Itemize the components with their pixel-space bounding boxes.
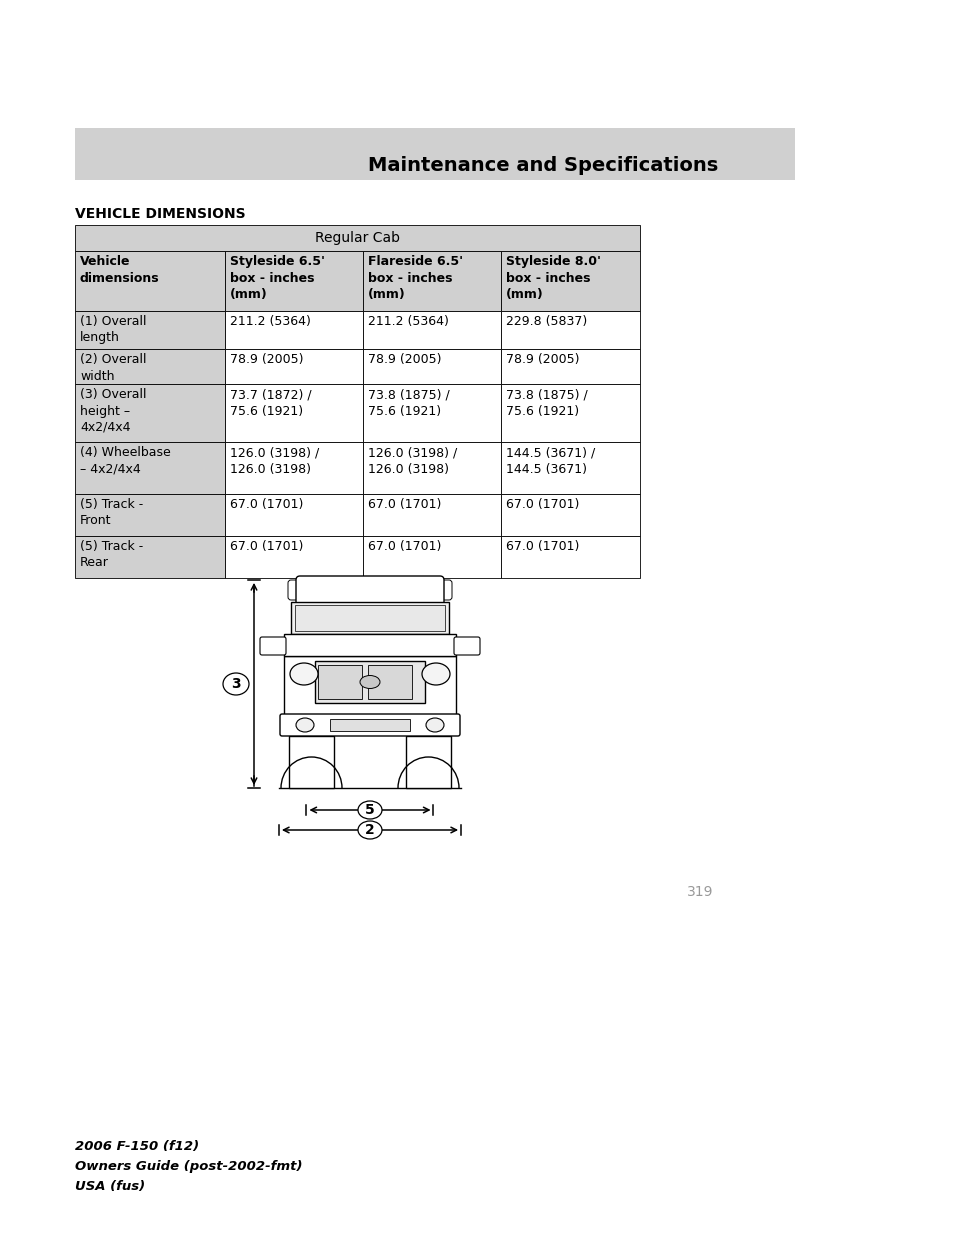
Bar [500, 251, 639, 311]
Bar [225, 442, 363, 494]
FancyBboxPatch shape [280, 714, 459, 736]
Text: 3: 3 [231, 677, 240, 692]
Bar [500, 442, 639, 494]
Bar [500, 494, 639, 536]
Bar [363, 536, 500, 578]
Text: 126.0 (3198) /
126.0 (3198): 126.0 (3198) / 126.0 (3198) [230, 446, 319, 475]
Text: (5) Track -
Front: (5) Track - Front [80, 498, 143, 527]
Text: (1) Overall
length: (1) Overall length [80, 315, 147, 345]
Ellipse shape [421, 663, 450, 685]
Text: Owners Guide (post-2002-fmt): Owners Guide (post-2002-fmt) [75, 1160, 302, 1173]
Bar [75, 442, 225, 494]
Text: Vehicle
dimensions: Vehicle dimensions [80, 254, 159, 284]
Text: (5) Track -
Rear: (5) Track - Rear [80, 540, 143, 569]
Ellipse shape [223, 673, 249, 695]
Text: Flareside 6.5'
box - inches
(mm): Flareside 6.5' box - inches (mm) [368, 254, 462, 301]
Ellipse shape [359, 676, 379, 688]
Text: 144.5 (3671) /
144.5 (3671): 144.5 (3671) / 144.5 (3671) [505, 446, 595, 475]
FancyBboxPatch shape [454, 637, 479, 655]
Text: Regular Cab: Regular Cab [314, 231, 399, 245]
Bar [75, 384, 225, 442]
Bar [363, 494, 500, 536]
Text: (3) Overall
height –
4x2/4x4: (3) Overall height – 4x2/4x4 [80, 388, 147, 433]
Text: 67.0 (1701): 67.0 (1701) [505, 540, 578, 553]
Ellipse shape [295, 718, 314, 732]
Text: 67.0 (1701): 67.0 (1701) [230, 540, 303, 553]
Text: 67.0 (1701): 67.0 (1701) [230, 498, 303, 511]
Text: (4) Wheelbase
– 4x2/4x4: (4) Wheelbase – 4x2/4x4 [80, 446, 171, 475]
Bar [75, 311, 225, 350]
Text: 229.8 (5837): 229.8 (5837) [505, 315, 587, 329]
Bar [500, 311, 639, 350]
FancyBboxPatch shape [260, 637, 286, 655]
Ellipse shape [357, 802, 381, 819]
Bar [75, 350, 225, 384]
Text: 78.9 (2005): 78.9 (2005) [230, 353, 303, 366]
Text: 73.8 (1875) /
75.6 (1921): 73.8 (1875) / 75.6 (1921) [505, 388, 587, 417]
Text: 78.9 (2005): 78.9 (2005) [505, 353, 578, 366]
Bar [500, 536, 639, 578]
Bar [363, 442, 500, 494]
Bar [368, 664, 412, 699]
Ellipse shape [426, 718, 443, 732]
Bar [75, 225, 639, 251]
Text: 73.8 (1875) /
75.6 (1921): 73.8 (1875) / 75.6 (1921) [368, 388, 449, 417]
Text: 2006 F-150 (f12): 2006 F-150 (f12) [75, 1140, 199, 1153]
Bar [330, 719, 410, 731]
Text: Styleside 6.5'
box - inches
(mm): Styleside 6.5' box - inches (mm) [230, 254, 325, 301]
Bar [294, 605, 444, 631]
Text: 211.2 (5364): 211.2 (5364) [230, 315, 311, 329]
Bar [363, 384, 500, 442]
Text: 67.0 (1701): 67.0 (1701) [368, 498, 441, 511]
Text: 67.0 (1701): 67.0 (1701) [505, 498, 578, 511]
Text: VEHICLE DIMENSIONS: VEHICLE DIMENSIONS [75, 207, 245, 221]
Bar [289, 736, 334, 788]
FancyBboxPatch shape [295, 576, 443, 606]
Text: 73.7 (1872) /
75.6 (1921): 73.7 (1872) / 75.6 (1921) [230, 388, 312, 417]
Bar [75, 251, 225, 311]
Bar [225, 536, 363, 578]
Text: 78.9 (2005): 78.9 (2005) [368, 353, 441, 366]
FancyBboxPatch shape [284, 656, 456, 716]
Text: 5: 5 [365, 803, 375, 818]
Ellipse shape [357, 821, 381, 839]
Bar [500, 384, 639, 442]
Bar [284, 634, 456, 656]
Bar [406, 736, 451, 788]
Bar [75, 536, 225, 578]
Text: 126.0 (3198) /
126.0 (3198): 126.0 (3198) / 126.0 (3198) [368, 446, 456, 475]
Bar [225, 350, 363, 384]
Text: 211.2 (5364): 211.2 (5364) [368, 315, 449, 329]
Text: 67.0 (1701): 67.0 (1701) [368, 540, 441, 553]
Bar [314, 661, 424, 703]
Bar [225, 311, 363, 350]
Bar [291, 601, 449, 634]
Bar [225, 384, 363, 442]
Bar [317, 664, 361, 699]
Text: 319: 319 [686, 885, 713, 899]
Bar [225, 494, 363, 536]
Text: Styleside 8.0'
box - inches
(mm): Styleside 8.0' box - inches (mm) [505, 254, 600, 301]
Bar [75, 128, 794, 180]
Text: (2) Overall
width: (2) Overall width [80, 353, 147, 383]
Text: Maintenance and Specifications: Maintenance and Specifications [368, 156, 718, 175]
Bar [225, 251, 363, 311]
Bar [363, 350, 500, 384]
Bar [75, 494, 225, 536]
Text: USA (fus): USA (fus) [75, 1179, 145, 1193]
Ellipse shape [290, 663, 317, 685]
FancyBboxPatch shape [288, 580, 452, 600]
Bar [363, 311, 500, 350]
Bar [500, 350, 639, 384]
Text: 2: 2 [365, 823, 375, 837]
Bar [363, 251, 500, 311]
